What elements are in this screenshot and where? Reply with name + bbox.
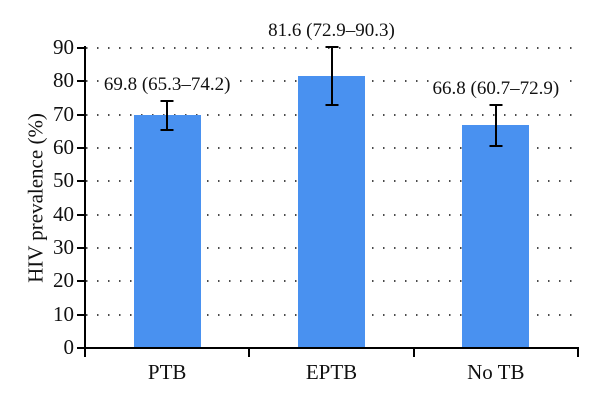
y-tick [77,80,85,83]
bar [462,125,530,348]
y-tick [77,147,85,149]
y-tick [77,180,85,183]
error-bar-cap-top [489,104,503,106]
y-tick-label: 0 [63,335,75,359]
x-axis-line [84,347,579,349]
error-bar-line [166,100,169,131]
bar-value-label: 81.6 (72.9–90.3) [265,20,398,41]
y-tick [77,313,85,316]
y-tick-label: 40 [53,201,74,226]
y-tick-label: 60 [53,135,74,159]
error-bar-cap-bottom [325,104,338,106]
error-bar-cap-bottom [489,144,503,147]
y-tick [77,47,85,49]
y-tick-label: 70 [53,101,74,126]
y-tick [77,247,85,249]
y-tick [77,280,85,283]
error-bar-cap-top [160,99,174,102]
x-tick [412,349,415,357]
y-tick-label: 20 [53,268,74,293]
x-tick [84,349,86,357]
y-tick-label: 90 [53,35,74,59]
category-label: PTB [147,360,187,384]
x-tick [248,349,251,357]
y-tick [77,213,85,216]
bar [298,76,365,348]
bar-value-label: 66.8 (60.7–72.9) [429,78,563,99]
y-tick-label: 80 [53,68,74,93]
y-tick [77,113,85,116]
category-label: No TB [467,360,525,384]
error-bar-line [494,105,497,146]
bar [133,115,201,348]
y-axis-line [84,46,86,356]
y-tick [77,347,85,349]
y-tick-label: 30 [53,235,74,259]
y-tick-label: 50 [53,168,74,193]
error-bar-line [330,47,333,105]
y-tick-label: 10 [53,301,74,326]
x-tick [577,349,579,357]
bar-value-label: 69.8 (65.3–74.2) [100,73,234,95]
error-bar-cap-bottom [160,129,174,132]
error-bar-cap-top [325,46,338,48]
category-label: EPTB [305,360,358,384]
